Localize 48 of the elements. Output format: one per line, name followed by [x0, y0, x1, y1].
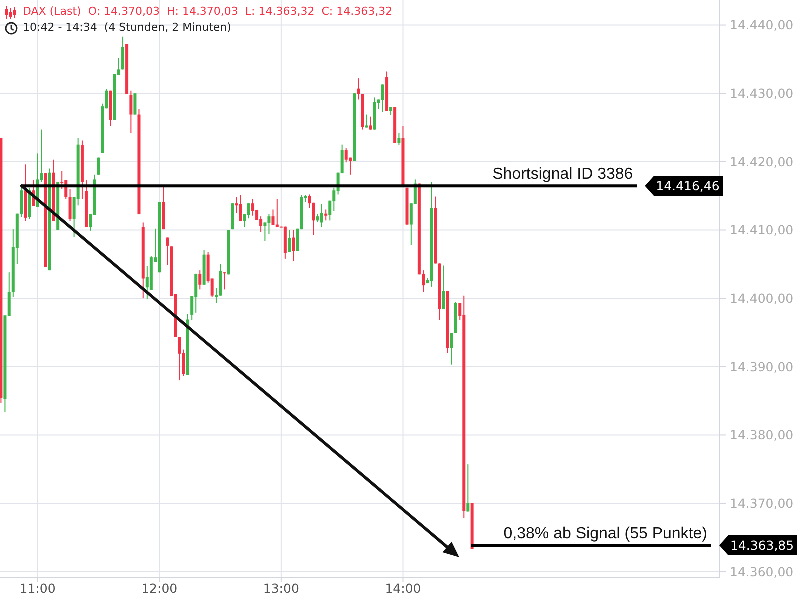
candlestick [122, 36, 125, 70]
y-tick-label: 14.360,00 [730, 564, 794, 580]
candlestick [398, 132, 401, 146]
candlestick [466, 464, 470, 512]
candlestick [178, 337, 182, 382]
candlestick [134, 93, 137, 116]
candlestick [357, 78, 360, 100]
candlestick [239, 194, 242, 222]
candlestick [344, 148, 348, 164]
text: DAX (Last) O: 14.370,03 H: 14.370,03 L: 14.363,32 C: 14.363,32 [23, 5, 393, 19]
y-tick-label: 14.400,00 [730, 291, 794, 306]
y-tick-label: 14.440,00 [730, 18, 794, 33]
candlestick [130, 90, 133, 134]
candlestick [442, 265, 446, 310]
candlestick [365, 114, 368, 128]
y-tick-label: 14.430,00 [730, 86, 794, 102]
text: 10:42 - 14:34 (4 Stunden, 2 Minuten) [23, 21, 232, 35]
x-tick-label: 11:00 [20, 580, 56, 596]
candlestick [276, 199, 279, 228]
x-tick-label: 12:00 [142, 580, 178, 596]
y-tick-label: 14.390,00 [730, 359, 794, 374]
x-tick-label: 14:00 [385, 580, 422, 596]
data-label: 14.416,46 [656, 178, 720, 194]
y-tick-label: 14.380,00 [730, 428, 794, 443]
candlestick [272, 209, 275, 226]
series-label: 0,38% ab Signal (55 Punkte) [504, 526, 708, 543]
candlestick [381, 84, 384, 113]
candlestick [288, 230, 292, 253]
candlestick [252, 199, 255, 216]
candlestick [198, 270, 202, 290]
candlestick [369, 116, 372, 130]
candlestick [268, 214, 271, 235]
y-tick-label: 14.410,00 [730, 222, 794, 238]
candlestick [450, 332, 454, 366]
series-label: Shortsignal ID 3386 [492, 166, 634, 184]
x-tick-label: 13:00 [263, 580, 300, 596]
candlestick [320, 204, 324, 228]
candlestick [68, 188, 72, 222]
candlestick [166, 237, 170, 266]
y-tick-label: 14.370,00 [730, 496, 794, 511]
candlestick [292, 230, 296, 262]
data-label: 14.363,85 [730, 538, 794, 554]
candlestick [247, 203, 250, 220]
candlestick [194, 273, 198, 314]
candlestick [223, 272, 226, 290]
y-tick-label: 14.420,00 [730, 154, 794, 170]
candlestick [324, 209, 328, 222]
candlestick [97, 157, 100, 176]
